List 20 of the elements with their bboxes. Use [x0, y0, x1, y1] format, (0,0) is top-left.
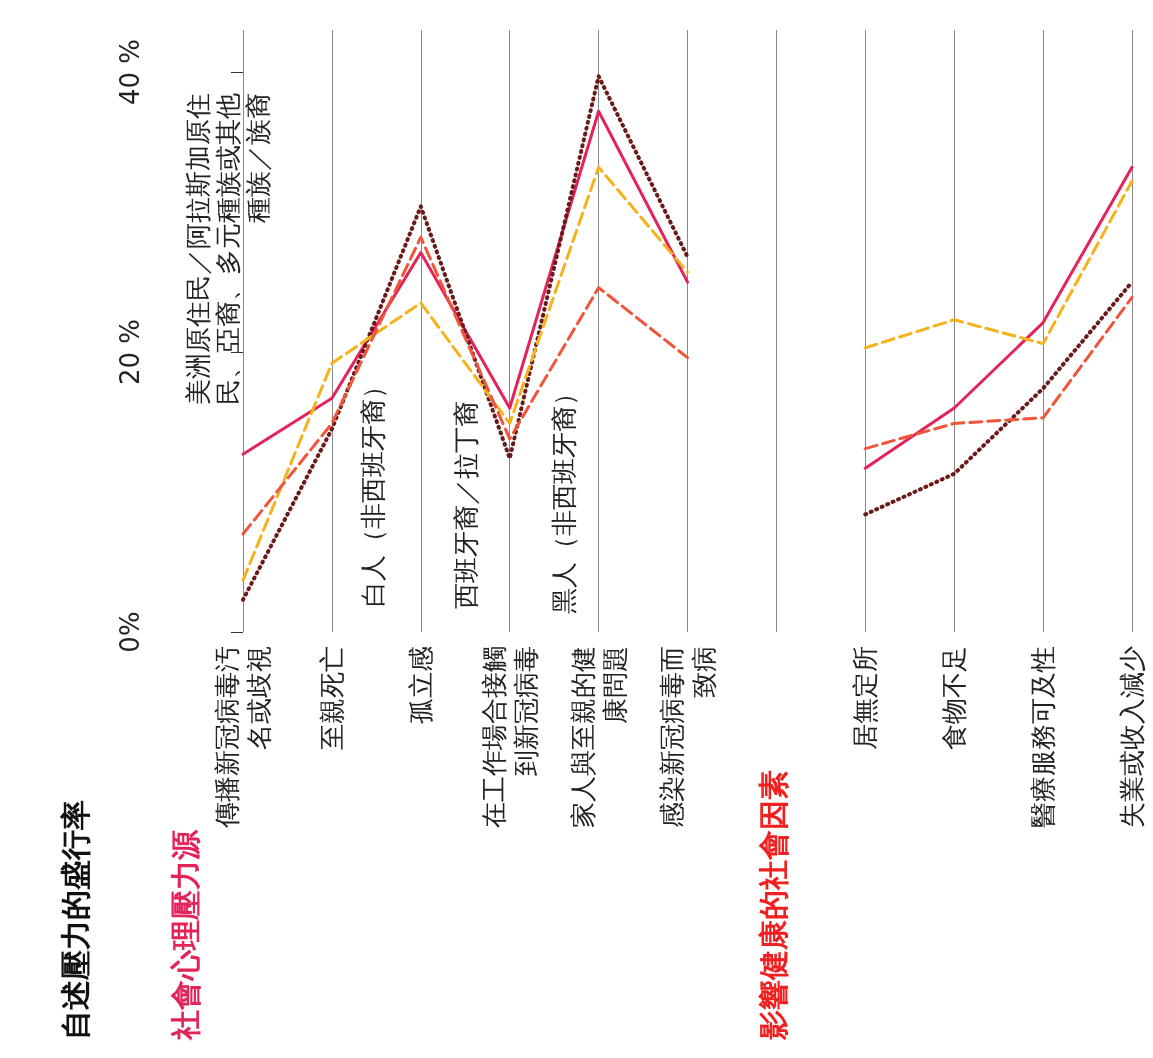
- x-tick-label: 至親死亡: [316, 646, 347, 750]
- text: 影響健康的社會因素: [755, 770, 791, 1041]
- y-tick-label: 40 %: [115, 38, 145, 106]
- x-tick-label: 居無定所: [850, 646, 881, 750]
- y-tick-label: 0%: [115, 611, 145, 653]
- x-tick-label: 傳播新冠病毒汚名或歧視: [212, 646, 274, 829]
- x-tick-label: 在工作場合接觸到新冠病毒: [478, 646, 541, 828]
- x-tick-label: 失業或收入減少: [1117, 646, 1147, 828]
- x-tick-label: 孤立感: [405, 646, 436, 724]
- x-tick-label: 家人與至親的健康問題: [567, 646, 630, 828]
- x-tick-label: 感染新冠病毒而致病: [656, 646, 719, 828]
- text: 黑人（非西班牙裔）: [549, 380, 580, 614]
- text: 社會心理壓力源: [167, 829, 203, 1041]
- x-tick-label: 醫療服務可及性: [1028, 646, 1059, 828]
- text: 美洲原住民／阿拉斯加原住民、亞裔、多元種族或其他種族／族裔: [183, 93, 273, 405]
- y-tick-label: 20 %: [115, 318, 145, 386]
- text: 自述壓力的盛行率: [57, 800, 93, 1040]
- text: 白人（非西班牙裔）: [357, 373, 388, 607]
- x-tick-label: 食物不足: [939, 646, 970, 750]
- text: 西班牙裔／拉丁裔: [451, 401, 482, 609]
